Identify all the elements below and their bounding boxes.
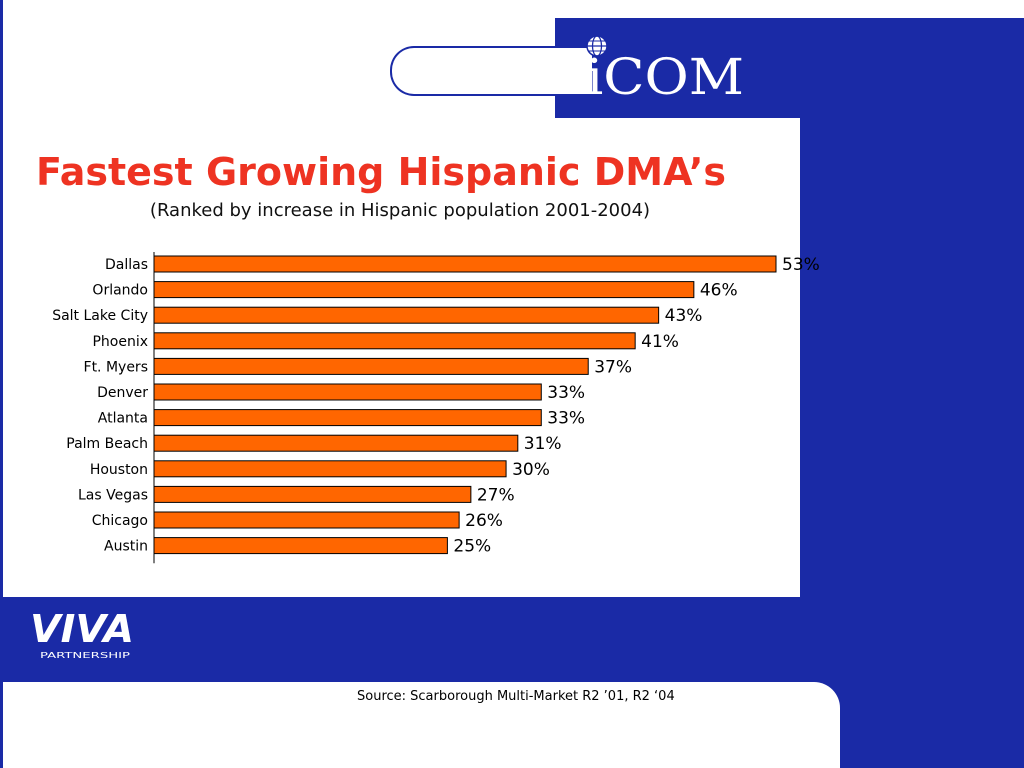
value-label: 27% [477,485,515,505]
icom-logo: iCOM [586,35,744,104]
category-label: Palm Beach [66,436,148,452]
bar-phoenix [153,332,636,350]
chart-title: Fastest Growing Hispanic DMA’s [36,150,727,194]
icom-logo-text: iCOM [586,48,744,104]
value-label: 41% [641,332,679,352]
value-label: 46% [700,281,738,301]
bar-atlanta [153,409,542,427]
category-label: Denver [97,385,148,401]
viva-logo: VIVA PARTNERSHIP [30,607,134,660]
bar-chicago [153,511,460,529]
value-label: 30% [512,460,550,480]
bar-las-vegas [153,485,472,503]
top-band [555,18,1024,118]
bar-dallas [153,255,777,273]
value-label: 33% [547,383,585,403]
bar-denver [153,383,542,401]
value-label: 33% [547,409,585,429]
category-label: Houston [90,462,148,478]
value-label: 37% [594,357,632,377]
category-label: Phoenix [92,334,148,350]
value-label: 26% [465,511,503,531]
category-label: Atlanta [98,411,148,427]
category-label: Dallas [105,257,148,273]
value-label: 43% [665,306,703,326]
bar-austin [153,537,448,555]
category-label: Chicago [92,513,148,529]
category-label: Las Vegas [78,487,148,503]
category-label: Orlando [92,283,148,299]
chart-subtitle: (Ranked by increase in Hispanic populati… [149,200,651,221]
bar-orlando [153,281,695,299]
bar-houston [153,460,507,478]
viva-logo-subtext: PARTNERSHIP [40,651,130,660]
left-rule [0,0,3,768]
decorative-capsule-inner [400,52,560,86]
bar-chart: Dallas 53% Orlando 46% Salt Lake City 43% Phoe… [52,252,820,564]
viva-logo-text: VIVA [30,607,134,651]
bar-palm-beach [153,434,519,452]
value-label: 53% [782,255,820,275]
category-label: Salt Lake City [52,308,148,324]
footer-panel [3,682,840,768]
category-label: Austin [104,539,148,555]
value-label: 25% [453,537,491,557]
source-note: Source: Scarborough Multi-Market R2 ’01,… [357,689,675,704]
bar-ft-myers [153,357,589,375]
globe-icon [586,35,608,57]
bottom-right-band [840,597,1024,768]
value-label: 31% [524,434,562,454]
bar-salt-lake-city [153,306,660,324]
category-label: Ft. Myers [84,359,148,375]
